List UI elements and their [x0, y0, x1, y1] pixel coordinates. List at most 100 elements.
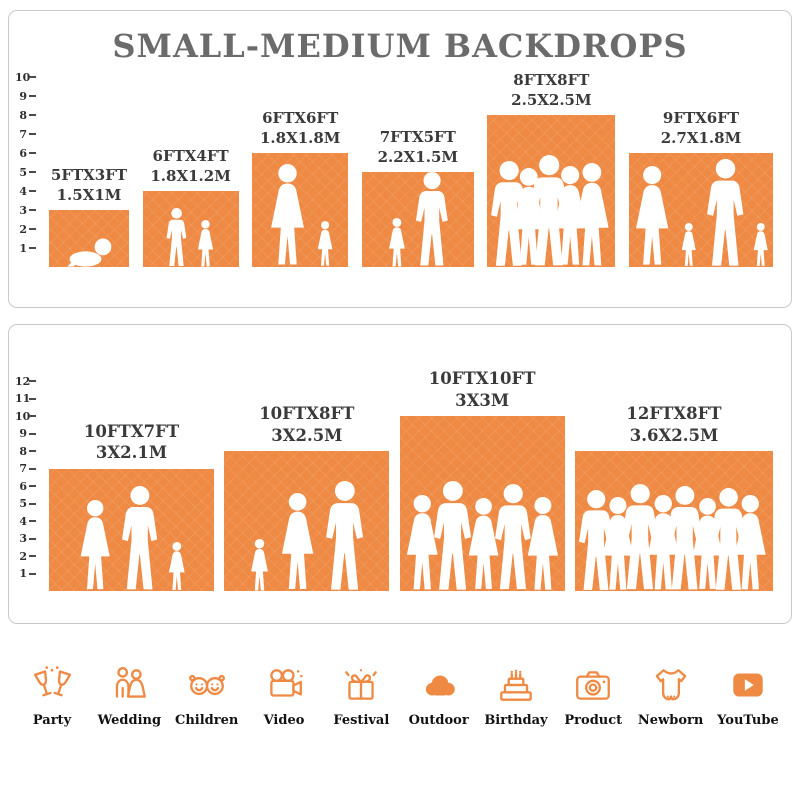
backdrop-block: 9FTX6FT 2.7X1.8M: [628, 109, 773, 267]
video-icon: [270, 669, 303, 697]
category-party: Party: [16, 664, 88, 728]
ruler-tick-number: 12: [15, 374, 31, 388]
ruler-tick-mark: [29, 171, 36, 173]
children-icon: [188, 674, 225, 696]
ruler-tick-number: 1: [19, 567, 27, 580]
woman-silhouette-icon: [636, 166, 669, 265]
backdrop-size-label: 10FTX10FT 3X3M: [429, 368, 536, 411]
man-silhouette-icon: [491, 160, 528, 266]
man-silhouette-icon: [706, 158, 743, 266]
page-title: SMALL-MEDIUM BACKDROPS: [112, 27, 688, 65]
size-meters: 1.5X1M: [56, 185, 122, 204]
category-festival: Festival: [325, 664, 397, 728]
category-label: Outdoor: [408, 713, 469, 728]
backdrop-rect: [574, 451, 773, 591]
girl-silhouette-icon: [317, 221, 332, 267]
outdoor-icon: [425, 675, 455, 696]
ruler-tick-mark: [29, 467, 36, 470]
category-label: YouTube: [717, 713, 779, 728]
ruler-tick-mark: [29, 397, 36, 400]
backdrop-size-label: 7FTX5FT 2.2X1.5M: [378, 128, 458, 167]
ruler-tick: 8: [15, 108, 36, 122]
ruler-tick-mark: [29, 228, 36, 230]
blocks-row: 10FTX7FT 3X2.1M 10FTX8FT 3X2.5M 10FTX10FT 3X3…: [49, 368, 773, 591]
size-meters: 2.7X1.8M: [660, 128, 742, 147]
ruler: 1 2 3 4 5 6 7 8 9 10: [15, 71, 41, 267]
size-meters: 1.8X1.2M: [150, 166, 231, 185]
category-label: Children: [174, 713, 239, 728]
backdrop-rect: [49, 210, 129, 267]
plot-area: 1 2 3 4 5 6 7 8 9 10 11 12 10FTX7FT 3X2.1M 10FTX8FT 3X…: [15, 369, 781, 591]
backdrop-rect: [252, 153, 349, 267]
ruler-tick: 3: [15, 532, 36, 546]
ruler-tick: 2: [15, 549, 36, 563]
ruler-tick: 5: [15, 165, 36, 179]
size-feet: 6FTX6FT: [262, 109, 339, 127]
size-meters: 2.2X1.5M: [377, 147, 458, 166]
backdrop-size-infographic: { "title": "SMALL-MEDIUM BACKDROPS", "co…: [0, 10, 800, 810]
ruler-tick-mark: [29, 555, 36, 557]
backdrop-size-label: 10FTX8FT 3X2.5M: [259, 403, 354, 446]
backdrops-panel-large: 1 2 3 4 5 6 7 8 9 10 11 12 10FTX7FT 3X2.1M 10FTX8FT 3X…: [8, 324, 792, 624]
ruler-tick: 1: [15, 241, 36, 255]
category-newborn: Newborn: [635, 664, 707, 728]
backdrop-block: 10FTX10FT 3X3M: [399, 368, 565, 591]
man-silhouette-icon: [415, 172, 448, 266]
size-meters: 1.8X1.8M: [259, 128, 341, 147]
ruler-tick-number: 4: [19, 514, 27, 528]
product-icon: [576, 671, 611, 700]
festival-icon: [345, 669, 378, 700]
girl-silhouette-icon: [388, 217, 405, 267]
ruler-tick-number: 7: [19, 462, 27, 475]
backdrop-rect: [399, 416, 565, 591]
ruler-tick-number: 6: [19, 146, 27, 160]
ruler-tick-number: 3: [19, 532, 27, 545]
party-icon: [33, 666, 72, 697]
size-meters: 3X2.5M: [271, 425, 343, 445]
woman-silhouette-icon: [281, 493, 314, 590]
ruler-tick: 7: [15, 127, 36, 141]
ruler-tick-mark: [29, 380, 36, 382]
baby-silhouette-icon: [67, 238, 112, 267]
man-silhouette-icon: [434, 480, 472, 590]
backdrop-rect: [361, 172, 474, 267]
ruler-tick-number: 9: [19, 89, 27, 103]
girl-silhouette-icon: [197, 219, 213, 267]
backdrop-rect: [487, 115, 616, 267]
ruler-tick: 4: [15, 184, 36, 198]
wedding-icon: [116, 667, 147, 698]
ruler-tick-mark: [29, 415, 36, 417]
ruler-tick-number: 1: [19, 241, 27, 255]
backdrop-block: 5FTX3FT 1.5X1M: [49, 166, 129, 267]
category-label: Video: [263, 713, 305, 728]
youtube-icon: [733, 673, 763, 697]
size-feet: 9FTX6FT: [662, 109, 740, 127]
girl-silhouette-icon: [754, 223, 769, 267]
size-meters: 3.6X2.5M: [629, 425, 719, 445]
ruler-tick: 11: [15, 392, 36, 406]
category-label: Birthday: [484, 713, 548, 728]
ruler-tick-mark: [29, 76, 36, 78]
man-silhouette-icon: [578, 489, 613, 590]
ruler-tick: 6: [15, 479, 36, 493]
size-feet: 5FTX3FT: [50, 166, 128, 184]
ruler-tick: 6: [15, 146, 36, 160]
category-birthday: Birthday: [480, 664, 552, 728]
backdrop-size-label: 6FTX4FT 1.8X1.2M: [150, 147, 230, 186]
ruler-tick-number: 6: [19, 479, 27, 493]
girl-silhouette-icon: [681, 223, 696, 267]
ruler-tick-number: 8: [19, 108, 27, 122]
size-feet: 10FTX7FT: [83, 421, 180, 441]
ruler-tick-number: 2: [19, 222, 27, 236]
backdrop-size-label: 6FTX6FT 1.8X1.8M: [260, 109, 340, 148]
backdrops-panel-small-medium: SMALL-MEDIUM BACKDROPS 1 2 3 4 5 6 7 8 9 10 5FTX3…: [8, 10, 792, 308]
backdrop-size-label: 9FTX6FT 2.7X1.8M: [661, 109, 741, 148]
man-silhouette-icon: [667, 486, 703, 590]
ruler-tick-mark: [29, 209, 36, 211]
ruler-tick-mark: [29, 190, 36, 192]
backdrop-block: 7FTX5FT 2.2X1.5M: [361, 128, 474, 267]
woman-silhouette-icon: [735, 494, 767, 590]
birthday-icon: [500, 669, 532, 701]
ruler-tick: 4: [15, 514, 36, 528]
ruler-tick-number: 8: [19, 444, 27, 458]
